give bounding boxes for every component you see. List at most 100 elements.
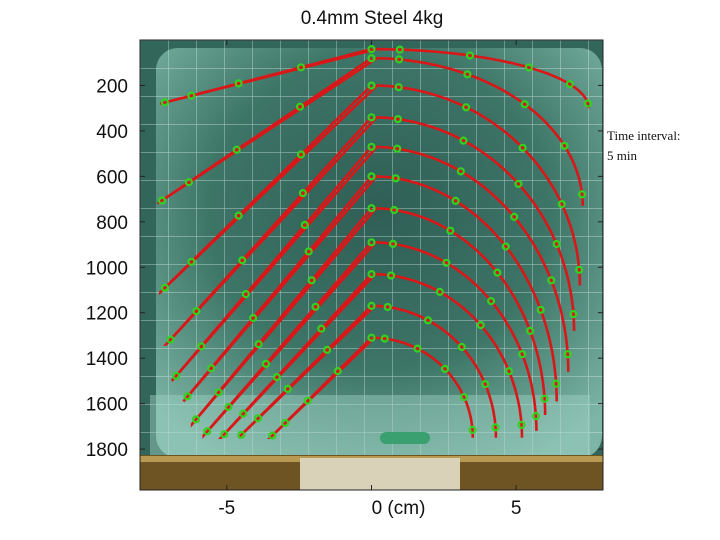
data-point — [232, 145, 241, 154]
data-point — [241, 290, 250, 299]
data-point — [536, 305, 545, 314]
y-axis: 200 400 600 800 1000 1200 1400 1600 1800 — [86, 76, 603, 461]
data-point — [172, 371, 181, 380]
data-point — [234, 79, 243, 88]
front-curve — [217, 272, 524, 439]
curve-layer — [156, 47, 590, 439]
data-point — [367, 44, 376, 54]
data-point — [531, 412, 541, 421]
data-point — [296, 63, 306, 72]
data-point — [367, 142, 376, 151]
data-point — [524, 63, 534, 72]
data-point — [463, 70, 472, 79]
data-point — [390, 205, 399, 215]
data-point — [487, 297, 496, 306]
data-point — [237, 430, 246, 439]
data-point — [387, 271, 396, 280]
data-point — [300, 220, 309, 230]
y-tick-label: 400 — [96, 122, 128, 143]
y-tick-label: 1000 — [86, 258, 128, 279]
data-point — [184, 178, 193, 187]
data-point — [493, 268, 502, 277]
data-point — [261, 359, 270, 368]
photo-background — [140, 40, 603, 490]
data-point — [254, 340, 263, 349]
data-point — [510, 212, 519, 221]
data-point — [393, 144, 402, 153]
data-point — [451, 196, 460, 205]
data-point — [272, 373, 281, 382]
data-point — [517, 420, 526, 429]
data-point — [239, 409, 248, 418]
x-tick-label: -5 — [218, 498, 235, 519]
marker-layer — [157, 44, 593, 440]
data-point — [423, 316, 433, 325]
data-point — [520, 100, 529, 109]
data-point — [303, 396, 312, 405]
data-point — [207, 364, 216, 373]
y-tick-label: 1600 — [86, 395, 128, 416]
data-point — [281, 418, 290, 428]
data-point — [238, 256, 247, 265]
data-point — [459, 393, 469, 402]
data-point — [268, 431, 277, 440]
front-curve — [237, 304, 498, 439]
y-tick-label: 200 — [96, 76, 128, 97]
data-point — [476, 321, 485, 330]
data-point — [395, 45, 404, 54]
data-point — [166, 335, 175, 344]
data-point — [388, 239, 398, 248]
data-point — [391, 174, 400, 183]
data-point — [304, 247, 313, 256]
data-point — [456, 167, 465, 176]
data-point — [457, 342, 466, 352]
data-point — [157, 196, 167, 205]
data-point — [367, 204, 376, 213]
data-point — [367, 113, 376, 122]
data-point — [191, 415, 201, 424]
data-point — [296, 150, 306, 159]
data-point — [283, 384, 292, 393]
y-tick-label: 1200 — [86, 304, 128, 325]
data-point — [367, 172, 376, 181]
data-point — [183, 392, 192, 401]
data-point — [220, 430, 229, 439]
data-point — [393, 114, 402, 124]
data-point — [333, 367, 342, 376]
x-axis: -5 0 (cm) 5 — [218, 40, 521, 519]
data-point — [442, 258, 451, 267]
data-point — [565, 79, 574, 89]
data-point — [367, 301, 376, 310]
y-tick-label: 600 — [96, 167, 128, 188]
data-point — [395, 55, 404, 64]
chart-title: 0.4mm Steel 4kg — [301, 8, 444, 29]
data-point — [249, 313, 258, 323]
data-point — [298, 189, 307, 198]
data-point — [446, 226, 455, 235]
data-point — [311, 302, 320, 311]
y-tick-label: 800 — [96, 213, 128, 234]
data-point — [197, 342, 206, 351]
data-point — [552, 239, 561, 249]
data-point — [575, 265, 584, 274]
data-point — [187, 257, 196, 266]
data-point — [203, 427, 212, 436]
data-point — [551, 379, 561, 388]
data-point — [323, 345, 332, 354]
data-point — [307, 276, 316, 285]
data-point — [525, 326, 535, 335]
front-curve — [156, 56, 584, 206]
data-point — [468, 425, 477, 434]
data-point — [557, 200, 566, 209]
data-point — [462, 103, 471, 112]
front-curve — [170, 145, 570, 382]
data-point — [394, 83, 403, 92]
data-point — [547, 276, 556, 285]
front-curve — [182, 175, 558, 403]
data-point — [317, 324, 326, 333]
data-point — [234, 211, 243, 220]
data-point — [380, 334, 389, 343]
data-point — [367, 54, 376, 63]
data-point — [491, 423, 500, 432]
data-point — [501, 242, 510, 251]
